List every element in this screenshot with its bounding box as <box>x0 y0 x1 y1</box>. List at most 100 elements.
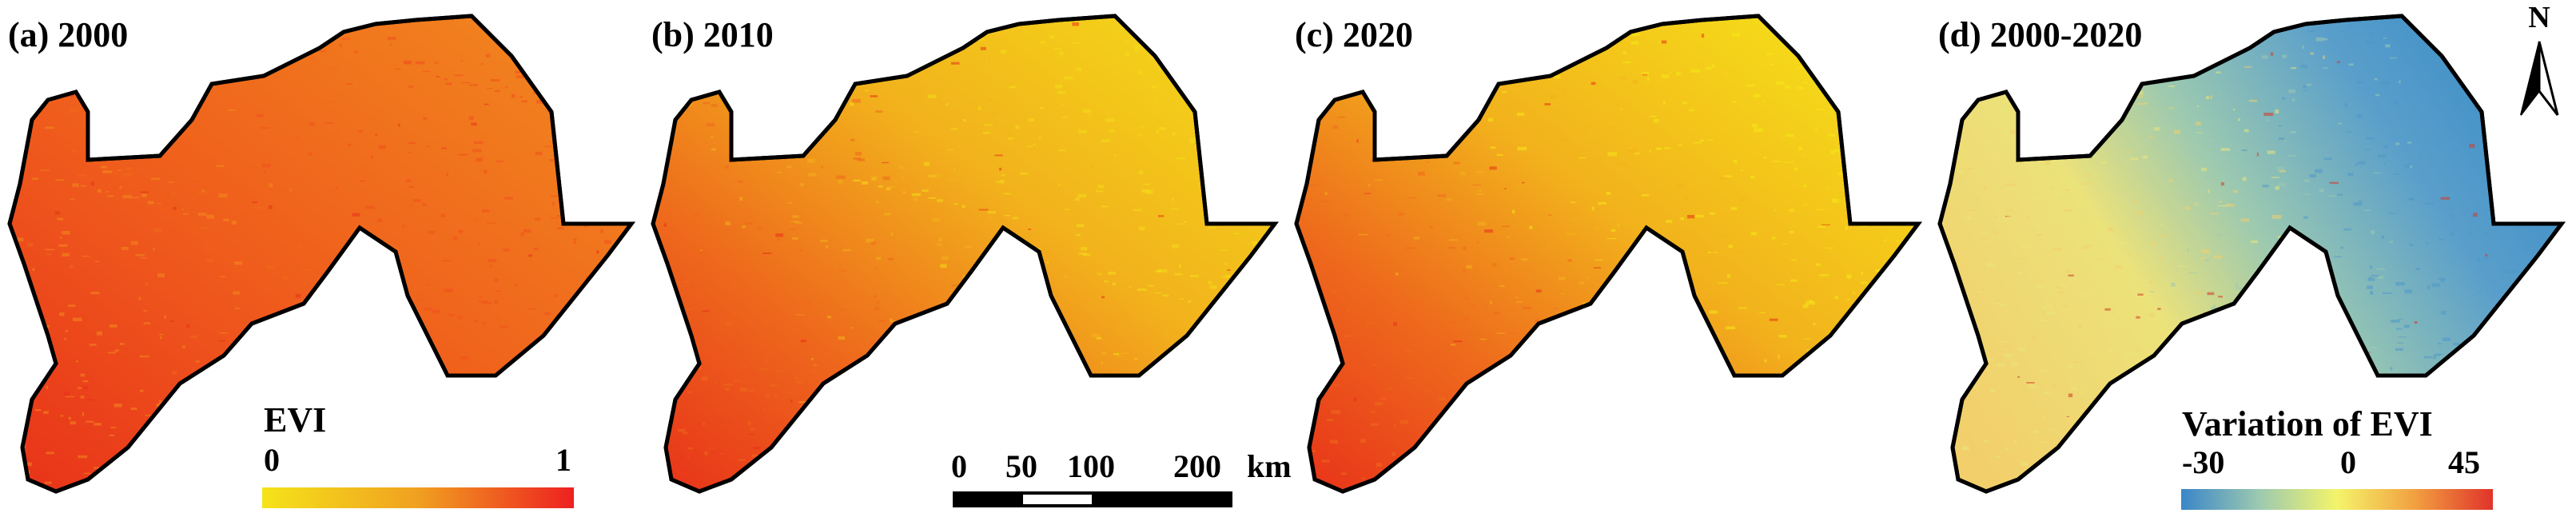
texture-speck <box>866 238 874 243</box>
texture-speck <box>610 79 614 82</box>
texture-speck <box>2307 260 2313 262</box>
texture-speck <box>2077 225 2084 229</box>
texture-speck <box>2470 428 2475 433</box>
texture-speck <box>1721 235 1728 237</box>
variation-legend-mid: 0 <box>2340 444 2356 480</box>
texture-speck <box>1298 492 1307 496</box>
texture-speck <box>646 82 650 86</box>
texture-speck <box>404 439 408 442</box>
texture-speck <box>595 501 599 504</box>
texture-speck <box>2279 484 2287 488</box>
texture-speck <box>353 50 358 54</box>
texture-speck <box>1801 398 1806 400</box>
texture-speck <box>139 110 149 114</box>
texture-speck <box>1324 192 1328 195</box>
texture-speck <box>810 380 814 382</box>
texture-speck <box>2555 425 2562 428</box>
texture-speck <box>1694 214 1704 217</box>
texture-speck <box>2108 349 2114 353</box>
texture-speck <box>520 96 523 98</box>
texture-speck <box>2374 78 2378 81</box>
texture-speck <box>879 23 889 27</box>
texture-speck <box>285 511 289 512</box>
texture-speck <box>571 22 576 23</box>
texture-speck <box>1957 97 1963 98</box>
texture-speck <box>1690 69 1701 73</box>
texture-speck <box>1802 304 1809 308</box>
texture-speck <box>1172 245 1180 249</box>
texture-speck <box>107 129 116 133</box>
texture-speck <box>2056 71 2060 74</box>
texture-speck <box>2305 272 2313 274</box>
texture-speck <box>130 241 138 245</box>
texture-speck <box>1793 376 1798 379</box>
texture-speck <box>18 437 22 439</box>
texture-speck <box>54 211 60 215</box>
texture-speck <box>1678 145 1682 146</box>
texture-speck <box>1208 227 1217 229</box>
texture-speck <box>1831 86 1836 90</box>
texture-speck <box>2393 173 2400 175</box>
texture-speck <box>153 228 162 233</box>
texture-speck <box>2267 150 2275 154</box>
texture-speck <box>2228 25 2232 29</box>
texture-speck <box>2410 243 2414 246</box>
texture-speck <box>1560 139 1570 142</box>
texture-speck <box>909 463 914 465</box>
texture-speck <box>368 417 376 420</box>
texture-speck <box>1658 42 1662 43</box>
texture-speck <box>1907 304 1912 307</box>
texture-speck <box>620 119 628 121</box>
texture-speck <box>1782 243 1788 245</box>
texture-speck <box>1764 359 1767 363</box>
texture-speck <box>1051 340 1054 344</box>
texture-speck <box>2504 430 2510 434</box>
texture-speck <box>2289 16 2299 18</box>
texture-speck <box>265 197 271 200</box>
texture-speck <box>228 109 236 111</box>
texture-speck <box>515 70 521 74</box>
texture-speck <box>753 113 763 116</box>
texture-speck <box>790 399 793 404</box>
texture-speck <box>2567 373 2576 376</box>
texture-speck <box>990 454 993 458</box>
texture-speck <box>1846 274 1852 278</box>
texture-speck <box>138 296 141 300</box>
texture-speck <box>1139 226 1145 231</box>
texture-speck <box>800 340 806 343</box>
texture-speck <box>1058 149 1066 152</box>
texture-speck <box>222 395 225 399</box>
texture-speck <box>1459 380 1466 384</box>
texture-speck <box>2155 51 2164 55</box>
texture-speck <box>1471 304 1475 307</box>
texture-speck <box>2033 490 2040 491</box>
texture-speck <box>2016 474 2025 475</box>
texture-speck <box>1948 280 1956 285</box>
texture-speck <box>1883 315 1889 319</box>
texture-speck <box>107 352 117 354</box>
texture-speck <box>1859 389 1867 392</box>
texture-speck <box>2502 437 2510 439</box>
texture-speck <box>2 157 3 159</box>
texture-speck <box>2007 215 2014 219</box>
texture-speck <box>424 285 433 289</box>
region-border <box>651 14 1279 494</box>
texture-speck <box>1177 1 1183 3</box>
texture-speck <box>1213 153 1216 157</box>
texture-speck <box>2182 50 2185 52</box>
texture-speck <box>2525 453 2529 457</box>
region-border <box>1937 14 2566 494</box>
texture-speck <box>750 428 754 431</box>
texture-speck <box>1613 402 1618 406</box>
texture-speck <box>845 333 848 335</box>
texture-speck <box>950 62 960 65</box>
texture-speck <box>2484 357 2490 361</box>
texture-speck <box>1874 56 1879 60</box>
texture-speck <box>907 380 916 385</box>
texture-speck <box>199 227 209 229</box>
texture-speck <box>1451 344 1455 346</box>
texture-speck <box>654 439 663 441</box>
texture-speck <box>1834 352 1841 356</box>
texture-speck <box>1213 443 1224 447</box>
texture-speck <box>1554 75 1561 79</box>
